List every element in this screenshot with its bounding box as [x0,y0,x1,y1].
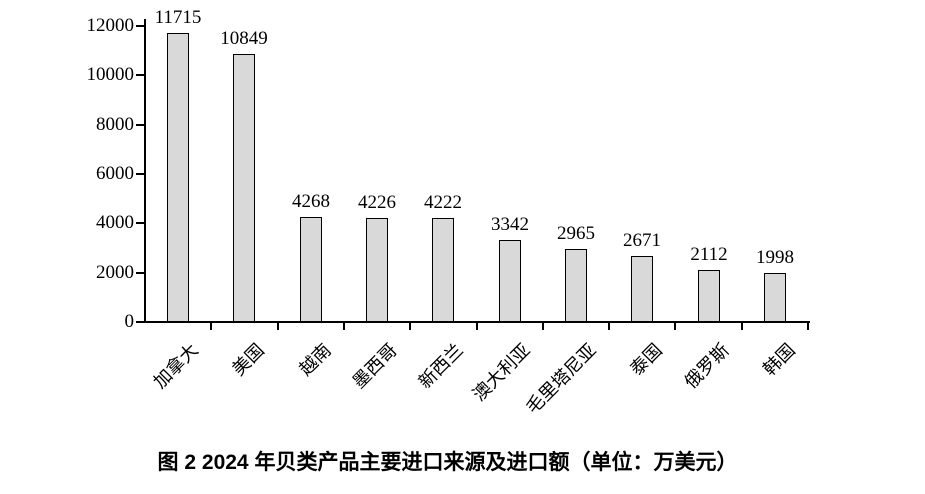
bar [631,256,653,322]
x-category-label: 毛里塔尼亚 [522,339,600,418]
bar-value-label: 2965 [557,223,595,244]
y-tick [136,173,144,175]
x-tick [608,322,610,330]
chart-caption: 图 2 2024 年贝类产品主要进口来源及进口额（单位：万美元） [157,451,738,474]
bar-value-label: 3342 [491,214,529,235]
y-tick-label: 4000 [96,212,134,234]
y-tick-label: 8000 [96,113,134,135]
bar-value-label: 4268 [292,191,330,212]
y-tick-label: 6000 [96,163,134,184]
y-tick [136,222,144,225]
y-tick [136,25,144,27]
bar [499,240,521,322]
x-category-label: 韩国 [759,339,799,380]
bar-value-label: 11715 [154,7,202,28]
x-category-label: 美国 [228,339,268,380]
bar-value-label: 4226 [358,192,396,213]
bar [366,218,388,322]
y-tick [136,123,144,126]
y-tick-label: 0 [124,311,135,332]
y-axis-line [144,19,146,323]
bar [233,54,255,322]
x-tick [343,322,345,330]
x-tick [674,322,676,330]
bar-value-label: 2671 [623,230,661,251]
bar [432,218,454,322]
y-tick-label: 2000 [96,261,134,283]
y-tick-label: 12000 [86,15,135,36]
y-tick-label: 10000 [86,64,135,86]
x-category-label: 越南 [295,339,335,380]
x-tick [741,322,743,330]
bar-value-label: 10849 [220,28,268,49]
x-category-label: 墨西哥 [348,339,401,393]
bar [300,217,322,322]
x-tick [409,322,411,330]
x-tick [476,322,478,330]
bar [764,273,786,322]
y-tick [136,321,144,323]
bar-value-label: 2112 [690,244,728,265]
bar [565,249,587,322]
x-category-label: 新西兰 [414,339,467,393]
bar [698,270,720,322]
y-tick [136,74,144,77]
x-category-label: 俄罗斯 [680,339,733,393]
bar-value-label: 4222 [424,192,462,213]
bar [167,33,189,322]
x-category-label: 加拿大 [149,339,202,393]
x-category-label: 泰国 [626,339,666,380]
x-tick [277,322,279,330]
y-tick [136,271,144,274]
x-tick [210,322,212,330]
x-tick [807,322,809,330]
x-tick [542,322,544,330]
bar-value-label: 1998 [756,247,794,268]
